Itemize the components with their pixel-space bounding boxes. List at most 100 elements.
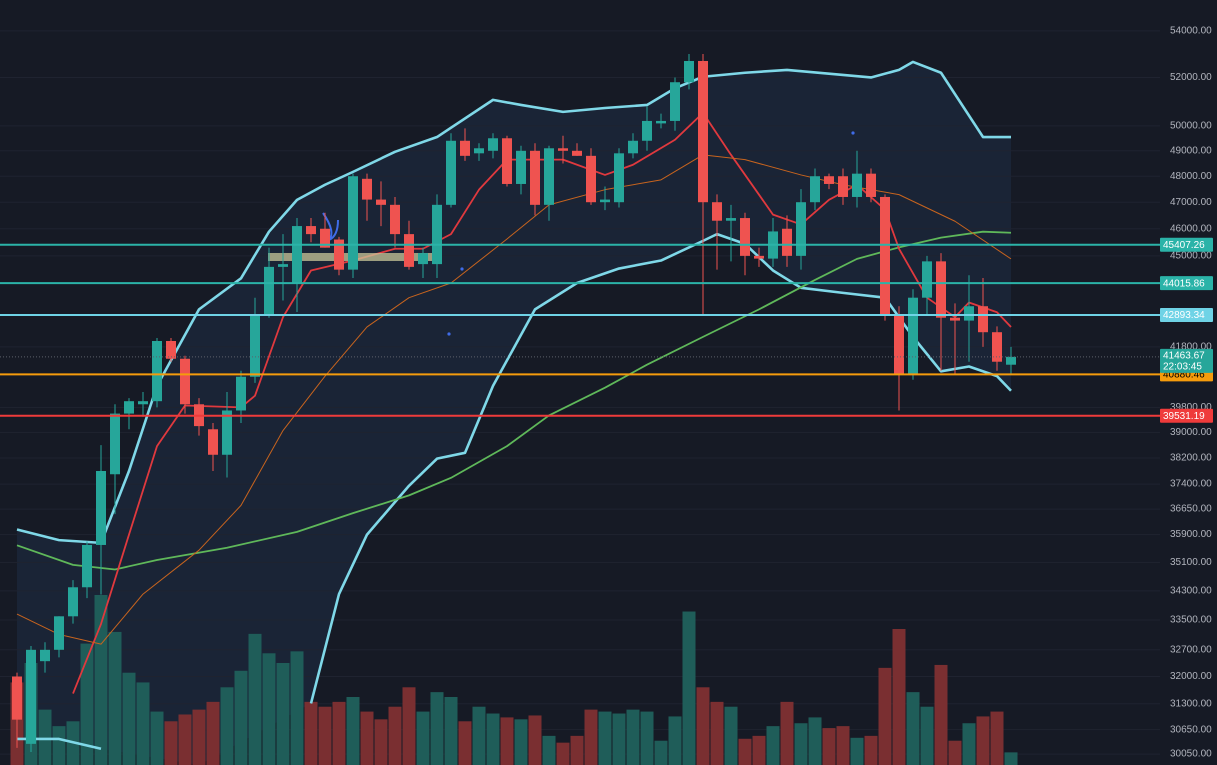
level-label-box xyxy=(1160,308,1213,323)
volume-bar xyxy=(892,629,906,765)
candle-body xyxy=(516,150,526,184)
volume-bar xyxy=(472,706,486,765)
candle-body xyxy=(670,82,680,121)
y-tick-label: 49000.00 xyxy=(1170,145,1212,156)
y-tick-label: 37400.00 xyxy=(1170,479,1212,490)
volume-bar xyxy=(710,701,724,765)
candle-body xyxy=(992,332,1002,362)
volume-bar xyxy=(374,719,388,765)
volume-bar xyxy=(500,717,514,765)
y-tick-label: 33500.00 xyxy=(1170,615,1212,626)
y-tick-label: 35100.00 xyxy=(1170,557,1212,568)
candle-body xyxy=(838,176,848,197)
dot xyxy=(460,267,464,271)
volume-bar xyxy=(780,701,794,765)
candle-body xyxy=(908,297,918,374)
y-tick-label: 47000.00 xyxy=(1170,197,1212,208)
level-label-box xyxy=(1160,237,1213,252)
volume-bar xyxy=(122,672,136,765)
volume-bar xyxy=(556,742,570,765)
candle-body xyxy=(208,429,218,455)
candle-body xyxy=(180,358,190,405)
dot xyxy=(447,332,451,336)
y-tick-label: 32000.00 xyxy=(1170,671,1212,682)
volume-bar xyxy=(402,687,416,765)
candle-body xyxy=(460,140,470,156)
volume-bar xyxy=(52,726,66,765)
volume-bar xyxy=(738,738,752,765)
candle-body xyxy=(222,410,232,455)
dot xyxy=(851,131,855,135)
volume-bar xyxy=(220,687,234,765)
candle-body xyxy=(320,228,330,248)
indicator-line xyxy=(16,60,1011,545)
candle-body xyxy=(642,120,652,141)
y-tick-label: 32700.00 xyxy=(1170,644,1212,655)
candle-body xyxy=(292,226,302,284)
volume-bar xyxy=(346,697,360,765)
y-tick-label: 35900.00 xyxy=(1170,529,1212,540)
candle-body xyxy=(418,253,428,265)
volume-bar xyxy=(388,706,402,765)
candle-body xyxy=(740,218,750,256)
volume-bar xyxy=(416,711,430,765)
candle-body xyxy=(852,173,862,197)
y-tick-label: 38200.00 xyxy=(1170,453,1212,464)
candle-body xyxy=(600,199,610,203)
candle-body xyxy=(68,587,78,617)
candle-body xyxy=(40,649,50,662)
candle-body xyxy=(362,178,372,200)
candle-body xyxy=(754,255,764,259)
volume-bar xyxy=(458,721,472,765)
candle-body xyxy=(390,204,400,235)
volume-bar xyxy=(514,719,528,765)
volume-bar xyxy=(108,631,122,765)
candle-body xyxy=(894,314,904,374)
candle-body xyxy=(530,150,540,205)
volume-bar xyxy=(626,709,640,765)
candle-body xyxy=(810,176,820,203)
volume-bar xyxy=(318,706,332,765)
volume-bar xyxy=(290,651,304,765)
candle-body xyxy=(110,413,120,475)
volume-bar xyxy=(570,735,584,765)
volume-bar xyxy=(822,728,836,765)
candle-body xyxy=(586,155,596,203)
volume-bar xyxy=(304,701,318,765)
candle-body xyxy=(236,376,246,411)
candle-body xyxy=(782,228,792,256)
volume-bar xyxy=(192,709,206,765)
volume-bar xyxy=(528,715,542,765)
candle-body xyxy=(124,401,134,414)
volume-bar xyxy=(332,701,346,765)
volume-bar xyxy=(276,663,290,765)
candle-body xyxy=(474,148,484,154)
candle-body xyxy=(306,226,316,235)
volume-bar xyxy=(430,692,444,765)
candle-body xyxy=(698,60,708,203)
y-tick-label: 39000.00 xyxy=(1170,427,1212,438)
volume-bar xyxy=(906,692,920,765)
candle-body xyxy=(950,317,960,321)
candle-body xyxy=(166,340,176,359)
volume-bar xyxy=(206,701,220,765)
last-price-label: 41463.67 xyxy=(1163,350,1205,361)
candle-body xyxy=(152,340,162,402)
volume-bar xyxy=(612,713,626,765)
volume-bar xyxy=(766,726,780,765)
volume-bar xyxy=(584,709,598,765)
y-tick-label: 52000.00 xyxy=(1170,72,1212,83)
level-label: 45407.26 xyxy=(1163,240,1205,251)
last-price-box xyxy=(1160,348,1213,373)
candle-body xyxy=(278,264,288,267)
volume-bar xyxy=(836,726,850,765)
candle-body xyxy=(250,314,260,377)
level-label-box xyxy=(1160,276,1213,291)
y-tick-label: 48000.00 xyxy=(1170,171,1212,182)
candle-body xyxy=(684,60,694,83)
price-axis xyxy=(1160,0,1217,765)
candle-body xyxy=(376,199,386,205)
level-label: 44015.86 xyxy=(1163,278,1205,289)
volume-bar xyxy=(990,711,1004,765)
